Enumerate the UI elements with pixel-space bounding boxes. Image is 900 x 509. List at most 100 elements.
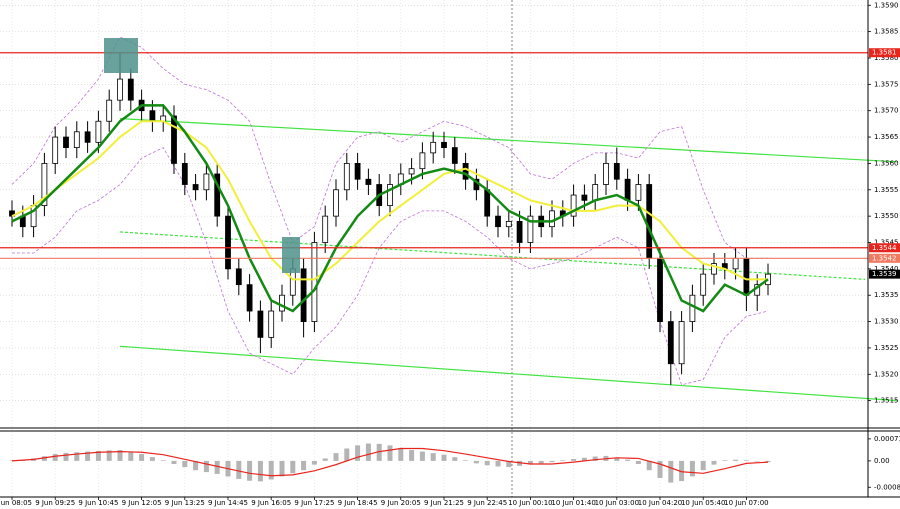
histogram-bar [452,457,458,461]
y-tick-label: 1.3535 [874,291,899,299]
histogram-bar [463,460,469,461]
histogram-bar [625,459,631,461]
y-tick-label: 1.3550 [874,212,899,220]
x-tick-label: 9 Jun 20:05 [381,499,421,507]
y-tick-label: 1.3590 [874,1,899,9]
histogram-bar [722,460,728,461]
y-tick-label: 1.3565 [874,133,899,141]
x-tick-label: 9 Jun 18:45 [338,499,378,507]
plot-layer [0,0,898,497]
y-tick-label: 1.3520 [874,370,899,378]
histogram-bar [214,460,220,474]
y-tick-label: 1.3570 [874,107,899,115]
candle-body [635,184,642,201]
candle-body [214,173,221,217]
candle-body [527,215,534,243]
histogram-bar [527,460,533,465]
candle-body [603,163,609,185]
candle-body [678,321,685,365]
histogram-bar [441,454,447,461]
histogram-bar [484,460,490,466]
histogram-bar [236,460,242,479]
candle-body [322,215,329,243]
candle-body [387,184,393,206]
x-tick-label: 9 Jun 16:05 [251,499,291,507]
histogram-bar [506,460,512,468]
signal-marker [282,237,300,273]
candle-body [700,273,707,296]
moving-average [11,120,768,281]
histogram-bar [63,452,69,461]
candle-body [127,78,134,101]
histogram-bar [171,460,177,464]
candle-body [203,173,210,191]
price-label-box [869,269,900,279]
price-label: 1.3539 [872,270,897,278]
histogram-bar [419,451,425,461]
candle-body [505,221,512,228]
candle-body [441,141,447,149]
histogram-bar [430,453,436,461]
histogram-bar [592,456,598,461]
x-tick-label: 9 Jun 22:45 [467,499,507,507]
histogram-bar [106,450,112,461]
y-tick-label: 1.3555 [874,186,899,194]
candle-body [430,141,437,154]
candle-body [613,163,620,180]
candle-body [549,210,555,228]
y-tick-label: 0.00 [874,457,890,465]
histogram-bar [203,460,209,473]
x-tick-label: 10 Jun 00:10 [508,499,552,507]
histogram-bar [376,443,382,461]
histogram-bar [365,443,371,461]
histogram-bar [139,454,145,461]
candle-body [570,194,577,217]
histogram-bar [409,450,415,461]
candle-body [343,163,350,191]
band-line [12,147,769,386]
histogram-bar [711,460,717,465]
y-tick-label: 1.3560 [874,159,899,167]
candle-body [624,178,631,201]
candle-body [117,78,123,101]
candle-body [592,184,599,201]
candle-body [462,163,469,180]
histogram-bar [322,458,328,461]
candle-body [516,221,523,243]
x-tick-label: 9 Jun 17:25 [294,499,334,507]
candle-body [300,268,307,322]
x-tick-label: 10 Jun 01:40 [551,499,595,507]
histogram-bar [52,454,58,461]
y-tick-label: 1.3585 [874,28,899,36]
histogram-bar [614,457,620,461]
histogram-bar [743,460,749,461]
moving-average [11,104,769,313]
candle-body [246,284,253,312]
level-label-box [869,243,900,253]
histogram-bar [733,459,739,461]
x-tick-label: 10 Jun 05:40 [681,499,725,507]
histogram-bar [344,448,350,461]
x-tick-label: 10 Jun 04:20 [638,499,682,507]
histogram-bar [657,460,663,478]
histogram-bar [571,459,577,461]
candle-body [311,242,318,322]
candle-body [95,120,102,143]
candle-body [268,310,275,338]
y-tick-label: 1.3515 [874,397,899,405]
histogram-bar [301,460,307,471]
candle-body [257,310,264,338]
histogram-bar [398,447,404,461]
y-tick-label: 0.00071 [874,435,900,443]
histogram-bar [333,453,339,461]
x-tick-label: 9 Jun 10:45 [78,499,118,507]
candle-body [235,268,242,286]
candle-body [419,152,426,170]
candle-body [732,257,739,270]
candle-body [354,163,361,180]
candle-body [73,131,80,149]
candle-body [52,136,59,164]
signal-line [11,447,769,477]
histogram-bar [268,460,274,480]
